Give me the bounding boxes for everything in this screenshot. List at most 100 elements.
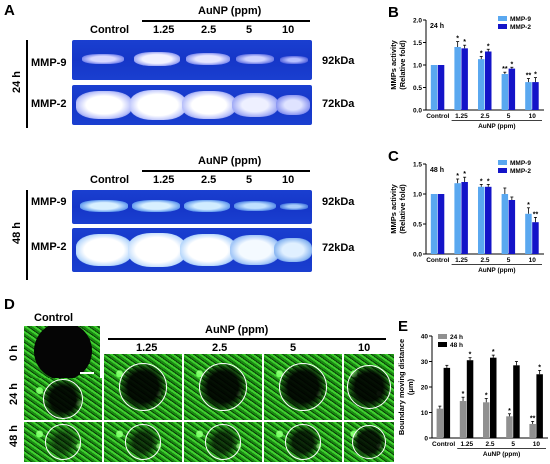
- chart-e-bar-1-0: [443, 367, 451, 438]
- chart-c-legend-swatch-1: [498, 168, 507, 173]
- chart-c-xtick-label-1: 1.25: [455, 257, 468, 264]
- chart-e-legend-label-0: 24 h: [450, 334, 463, 341]
- chart-c-legend-swatch-0: [498, 160, 507, 165]
- chart-c-sig-0-2: *: [480, 178, 483, 185]
- wound-image-2-48h: [184, 422, 262, 462]
- gel-top-control-label: Control: [90, 24, 130, 36]
- chart-b-ytick-label-2: 1.0: [413, 63, 422, 70]
- chart-e-xtick-label-3: 5: [511, 441, 515, 448]
- chart-c-bar-1-3: [508, 200, 516, 254]
- chart-c-xtick-label-0: Control: [426, 257, 449, 264]
- wound-image-4-48h: [344, 422, 394, 462]
- chart-b-bar-1-0: [437, 65, 445, 110]
- chart-c-bar-0-4: [525, 213, 532, 254]
- chart-c-sig-0-4: *: [527, 202, 530, 209]
- gel-top-treatment-label: AuNP (ppm): [198, 5, 262, 17]
- chart-e-sig-1-4: *: [538, 364, 541, 371]
- panel-label-b: B: [388, 4, 399, 21]
- chart-e-xtick-label-0: Control: [432, 441, 455, 448]
- gel-top-treatment-bar: [142, 20, 310, 22]
- gel-bottom-kda-92: 92kDa: [322, 196, 355, 208]
- chart-c-sig-1-4: **: [533, 211, 539, 218]
- gel-top-time-label: 24 h: [11, 71, 23, 94]
- gel-bottom-bracket: [26, 190, 28, 280]
- chart-b-sig-0-3: **: [502, 66, 508, 73]
- gel-bottom-dose-1: 1.25: [153, 174, 175, 186]
- panel-label-e: E: [398, 318, 409, 335]
- chart-e-bar-1-3: [513, 365, 520, 438]
- chart-b-legend-swatch-0: [498, 16, 507, 21]
- gel-bottom-kda-72: 72kDa: [322, 242, 355, 254]
- chart-c-bar-0-0: [430, 194, 438, 254]
- chart-c-bar-0-2: [478, 186, 485, 254]
- chart-b-bar-1-1: [461, 48, 468, 110]
- chart-e-ylabel2: (μm): [406, 378, 415, 395]
- chart-e-sig-1-2: *: [492, 349, 495, 356]
- chart-c-xlabel: AuNP (ppm): [478, 267, 515, 274]
- chart-c-sig-1-2: *: [487, 178, 490, 185]
- chart-e-sig-0-3: *: [508, 408, 511, 415]
- chart-e-ytick-label-0: 0: [424, 436, 428, 443]
- wound-image-1-24h: [104, 354, 182, 420]
- chart-b-xtick-label-3: 5: [507, 113, 511, 120]
- chart-b-xtick-label-4: 10: [529, 113, 537, 120]
- chart-b-ylabel: MMPs activity: [389, 39, 398, 89]
- chart-e-sig-0-2: *: [485, 392, 488, 399]
- wound-treatment-bar: [108, 338, 386, 340]
- chart-b-sig-1-2: *: [487, 43, 490, 50]
- chart-b-xtick-label-2: 2.5: [480, 113, 489, 120]
- chart-c-ytick-label-3: 1.5: [413, 162, 422, 169]
- chart-e-xlabel: AuNP (ppm): [483, 451, 520, 458]
- gel-bottom-mmp2-label: MMP-2: [31, 241, 67, 253]
- chart-c-bar-0-1: [454, 183, 461, 254]
- gel-bottom-mmp9-lane: [72, 190, 312, 224]
- gel-top-kda-92: 92kDa: [322, 55, 355, 67]
- chart-e-ytick-label-3: 30: [421, 359, 429, 366]
- chart-b-bar-1-3: [508, 68, 516, 110]
- wound-dose-1: 1.25: [136, 342, 158, 354]
- gel-bottom-dose-3: 5: [246, 174, 253, 186]
- chart-c-ylabel: MMPs activity: [389, 183, 398, 233]
- chart-c-xtick-label-2: 2.5: [480, 257, 489, 264]
- chart-e-ytick-label-1: 10: [421, 410, 429, 417]
- chart-e-bar-1-1: [466, 360, 474, 438]
- gel-top-mmp2-label: MMP-2: [31, 98, 67, 110]
- chart-e-bar-0-2: [483, 402, 490, 438]
- gel-top-mmp9-label: MMP-9: [31, 57, 67, 69]
- chart-b-sig-0-4: **: [526, 73, 532, 80]
- chart-e-sig-0-1: *: [462, 391, 465, 398]
- gel-bottom-mmp2-lane: [72, 228, 312, 272]
- chart-c-ytick-label-1: 0.5: [413, 222, 422, 229]
- panel-label-d: D: [4, 296, 15, 313]
- chart-e: 0 10 20 30 40 Boundary moving distance (μm) Con…: [397, 334, 548, 458]
- chart-e-ytick-label-2: 20: [421, 385, 429, 392]
- chart-b-xtick-label-1: 1.25: [455, 113, 468, 120]
- chart-c-ytick-label-0: 0.0: [413, 252, 422, 259]
- wound-row-label-0h: 0 h: [8, 345, 20, 361]
- chart-b-annotation: 24 h: [430, 23, 444, 30]
- gel-bottom-treatment-label: AuNP (ppm): [198, 155, 262, 167]
- chart-c-legend-label-1: MMP-2: [510, 168, 531, 175]
- wound-image-control-0h: [24, 326, 100, 378]
- gel-bottom-treatment-bar: [142, 170, 310, 172]
- chart-b-bar-0-1: [454, 47, 461, 110]
- chart-e-ylabel: Boundary moving distance: [397, 339, 406, 435]
- chart-b: 0.0 0.5 1.0 1.5 2.0 MMPs activity (Relative fo…: [389, 16, 544, 130]
- chart-b-xtick-label-0: Control: [426, 113, 449, 120]
- chart-b-sig-0-2: *: [480, 50, 483, 57]
- wound-row-label-24h: 24 h: [8, 383, 20, 406]
- chart-e-bar-0-1: [459, 401, 467, 438]
- chart-b-legend-label-0: MMP-9: [510, 16, 531, 23]
- gel-bottom-dose-4: 10: [282, 174, 295, 186]
- gel-top-bracket: [26, 40, 28, 128]
- chart-b-bar-1-2: [485, 51, 492, 110]
- wound-dose-3: 5: [290, 342, 297, 354]
- panel-label-a: A: [4, 2, 15, 19]
- chart-b-sig-1-3: *: [510, 61, 513, 68]
- chart-b-ytick-label-1: 0.5: [413, 85, 422, 92]
- chart-c: 0.0 0.5 1.0 1.5 MMPs activity (Relative fold)…: [389, 160, 544, 274]
- gel-top-mmp2-lane: [72, 85, 312, 125]
- gel-bottom-time-label: 48 h: [11, 222, 23, 245]
- chart-c-legend-label-0: MMP-9: [510, 160, 531, 167]
- wound-dose-2: 2.5: [212, 342, 228, 354]
